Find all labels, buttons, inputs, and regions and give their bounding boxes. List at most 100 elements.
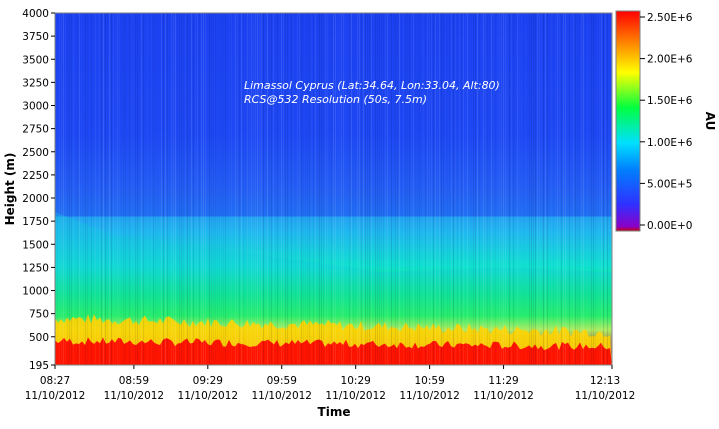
texture-stripe	[237, 13, 238, 365]
texture-stripe	[267, 13, 268, 365]
texture-stripe	[213, 13, 214, 365]
texture-stripe	[279, 13, 280, 365]
texture-stripe	[599, 13, 600, 365]
texture-stripe	[349, 13, 350, 365]
x-tick-time: 12:13	[590, 375, 620, 387]
texture-stripe	[231, 13, 232, 365]
texture-stripe	[107, 13, 108, 365]
y-tick-label: 1000	[22, 286, 49, 298]
texture-stripe	[609, 13, 610, 365]
texture-stripe	[461, 13, 462, 365]
colorbar-tick-label: 2.50E+6	[647, 12, 693, 24]
texture-stripe	[71, 13, 72, 365]
texture-stripe	[557, 13, 558, 365]
texture-stripe	[501, 13, 502, 365]
texture-stripe	[339, 13, 340, 365]
texture-stripe	[581, 13, 582, 365]
texture-stripe	[307, 13, 308, 365]
texture-stripe	[271, 13, 272, 365]
texture-stripe	[251, 13, 252, 365]
texture-stripe	[255, 13, 256, 365]
texture-stripe	[171, 13, 172, 365]
texture-stripe	[479, 13, 480, 365]
texture-stripe	[519, 13, 520, 365]
texture-stripe	[303, 13, 304, 365]
texture-stripe	[105, 13, 106, 365]
x-tick-date: 11/10/2012	[325, 390, 386, 402]
texture-stripe	[515, 13, 516, 365]
texture-stripe	[499, 13, 500, 365]
texture-stripe	[443, 13, 444, 365]
texture-stripe	[181, 13, 182, 365]
texture-stripe	[455, 13, 456, 365]
texture-stripe	[67, 13, 68, 365]
texture-stripe	[469, 13, 470, 365]
texture-stripe	[109, 13, 110, 365]
texture-stripe	[549, 13, 550, 365]
texture-stripe	[175, 13, 176, 365]
texture-stripe	[161, 13, 162, 365]
texture-stripe	[197, 13, 198, 365]
texture-stripe	[265, 13, 266, 365]
texture-stripe	[533, 13, 534, 365]
texture-stripe	[527, 13, 528, 365]
texture-stripe	[301, 13, 302, 365]
texture-stripe	[135, 13, 136, 365]
texture-stripe	[483, 13, 484, 365]
texture-stripe	[87, 13, 88, 365]
texture-stripe	[553, 13, 554, 365]
texture-stripe	[193, 13, 194, 365]
x-tick-date: 11/10/2012	[178, 390, 239, 402]
texture-stripe	[91, 13, 92, 365]
texture-stripe	[419, 13, 420, 365]
texture-stripe	[245, 13, 246, 365]
texture-stripe	[467, 13, 468, 365]
y-tick-label: 1750	[22, 216, 49, 228]
y-tick-label: 195	[29, 360, 49, 372]
texture-stripe	[345, 13, 346, 365]
texture-stripe	[585, 13, 586, 365]
texture-stripe	[233, 13, 234, 365]
texture-stripe	[495, 13, 496, 365]
texture-stripe	[447, 13, 448, 365]
texture-stripe	[347, 13, 348, 365]
texture-stripe	[417, 13, 418, 365]
plot-frame	[54, 12, 613, 366]
x-tick-time: 10:29	[341, 375, 371, 387]
texture-stripe	[65, 13, 66, 365]
annotation-resolution: RCS@532 Resolution (50s, 7.5m)	[244, 93, 427, 106]
texture-stripe	[207, 13, 208, 365]
x-tick-date: 11/10/2012	[575, 390, 636, 402]
texture-stripe	[145, 13, 146, 365]
texture-stripe	[185, 13, 186, 365]
texture-stripe	[309, 13, 310, 365]
texture-stripe	[413, 13, 414, 365]
texture-stripe	[571, 13, 572, 365]
texture-stripe	[239, 13, 240, 365]
texture-stripe	[463, 13, 464, 365]
texture-stripe	[487, 13, 488, 365]
texture-stripe	[371, 13, 372, 365]
y-tick-label: 4000	[22, 8, 49, 20]
texture-stripe	[275, 13, 276, 365]
texture-stripe	[117, 13, 118, 365]
texture-stripe	[575, 13, 576, 365]
texture-stripe	[211, 13, 212, 365]
texture-stripe	[385, 13, 386, 365]
texture-stripe	[393, 13, 394, 365]
texture-stripe	[365, 13, 366, 365]
texture-stripe	[73, 13, 74, 365]
texture-stripe	[63, 13, 64, 365]
y-tick-label: 3500	[22, 54, 49, 66]
colorbar-tick-label: 2.00E+6	[647, 54, 693, 66]
texture-stripe	[471, 13, 472, 365]
texture-stripe	[427, 13, 428, 365]
texture-stripe	[81, 13, 82, 365]
texture-stripe	[115, 13, 116, 365]
texture-stripe	[79, 13, 80, 365]
texture-stripe	[391, 13, 392, 365]
texture-stripe	[293, 13, 294, 365]
annotation-location: Limassol Cyprus (Lat:34.64, Lon:33.04, A…	[244, 79, 500, 92]
x-axis-title: Time	[318, 405, 351, 419]
colorbar	[615, 10, 641, 232]
